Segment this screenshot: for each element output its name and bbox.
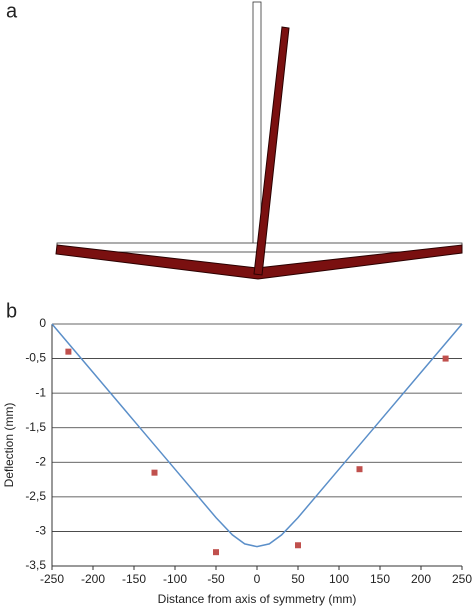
original-vertical-plate xyxy=(252,1,262,245)
panel-label: a xyxy=(6,0,18,22)
y-tick-label: -2 xyxy=(35,454,46,468)
x-tick-label: 100 xyxy=(329,572,349,586)
x-tick-label: -200 xyxy=(81,572,105,586)
point xyxy=(213,549,219,556)
point xyxy=(442,355,449,362)
curve xyxy=(51,323,463,548)
x-axis-title: Distance from axis of symmetry (mm) xyxy=(158,592,357,606)
panel-label: b xyxy=(6,300,17,322)
deformed-vertical-plate xyxy=(253,26,290,276)
y-tick-label: -1 xyxy=(35,385,46,399)
y-tick-label: 0 xyxy=(39,316,46,330)
y-tick-label: -3,5 xyxy=(25,558,46,572)
x-tick-label: 150 xyxy=(370,572,390,586)
x-tick-label: 250 xyxy=(452,572,472,586)
y-tick-label: -1,5 xyxy=(25,420,46,434)
x-tick-label: 0 xyxy=(254,572,261,586)
y-axis-title: Deflection (mm) xyxy=(2,403,16,488)
point xyxy=(151,469,158,476)
y-tick-label: -2,5 xyxy=(25,489,46,503)
plate-diagram xyxy=(55,1,463,280)
y-tick-label: -0,5 xyxy=(25,351,46,365)
x-tick-label: -50 xyxy=(207,572,225,586)
point xyxy=(295,542,301,549)
x-tick-label: -100 xyxy=(163,572,187,586)
x-tick-label: 200 xyxy=(411,572,431,586)
x-tick-label: -250 xyxy=(40,572,64,586)
x-tick-label: -150 xyxy=(122,572,146,586)
y-tick-label: -3 xyxy=(35,524,46,538)
point xyxy=(356,466,363,473)
x-tick-label: 50 xyxy=(291,572,305,586)
point xyxy=(65,348,72,355)
